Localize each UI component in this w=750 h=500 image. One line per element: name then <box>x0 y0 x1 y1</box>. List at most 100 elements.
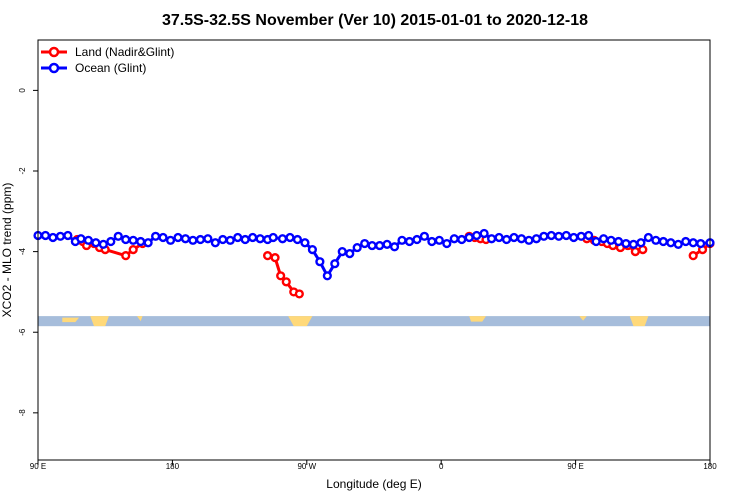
data-point <box>270 253 280 263</box>
data-point <box>524 235 534 245</box>
data-point <box>487 234 497 244</box>
data-point <box>121 234 131 245</box>
data-point <box>501 234 512 245</box>
x-axis-label: Longitude (deg E) <box>326 477 421 491</box>
data-point <box>666 238 676 248</box>
map-land <box>62 317 80 323</box>
data-point <box>546 230 556 241</box>
x-axis: 90 E 180 90 W 0 90 E 180 <box>30 460 717 471</box>
data-point <box>292 234 303 245</box>
data-point <box>345 249 355 259</box>
data-point <box>143 238 153 248</box>
data-point <box>427 236 437 247</box>
data-point <box>561 230 571 241</box>
data-point <box>55 231 66 241</box>
data-point <box>539 231 549 241</box>
data-point <box>352 242 362 253</box>
data-point <box>651 235 661 245</box>
map-strip <box>38 316 710 327</box>
data-point <box>673 239 683 249</box>
data-point <box>248 232 258 243</box>
data-point <box>494 232 504 243</box>
data-point <box>630 247 640 257</box>
data-point <box>165 235 176 245</box>
y-tick-label: -6 <box>18 328 27 336</box>
data-point <box>128 244 138 255</box>
data-point <box>457 234 467 245</box>
legend: Land (Nadir&Glint) Ocean (Glint) <box>41 45 174 75</box>
data-point <box>613 236 624 247</box>
data-point <box>48 232 58 243</box>
data-point <box>531 234 542 244</box>
legend-label-ocean: Ocean (Glint) <box>75 61 146 75</box>
y-axis-label: XCO2 - MLO trend (ppm) <box>0 183 14 318</box>
data-point <box>195 234 206 245</box>
data-point <box>203 234 213 244</box>
data-point <box>307 244 318 255</box>
data-point <box>63 230 73 241</box>
y-tick-label: -8 <box>18 409 27 417</box>
data-point <box>554 231 564 241</box>
data-point <box>188 235 198 245</box>
data-point <box>91 238 101 248</box>
data-point <box>389 242 400 252</box>
series-layer <box>33 228 715 299</box>
y-tick-label: 0 <box>18 88 27 93</box>
data-point <box>113 231 123 241</box>
data-point <box>382 239 392 249</box>
data-point <box>277 234 288 244</box>
data-point <box>276 271 286 281</box>
data-point <box>268 232 278 243</box>
data-point <box>210 238 220 248</box>
data-point <box>367 240 377 251</box>
x-tick-label: 180 <box>166 462 180 471</box>
data-point <box>281 277 291 287</box>
data-point <box>255 234 265 244</box>
data-point <box>375 240 385 251</box>
data-point <box>180 234 191 244</box>
data-point <box>225 235 235 245</box>
data-point <box>636 238 646 248</box>
data-point <box>300 238 310 248</box>
x-tick-label: 180 <box>703 462 717 471</box>
data-point <box>643 232 654 243</box>
data-point <box>434 235 444 245</box>
data-point <box>584 230 594 241</box>
data-point <box>628 239 639 249</box>
data-point <box>128 235 138 245</box>
data-point <box>233 232 243 243</box>
data-point <box>479 228 489 239</box>
data-point <box>360 238 370 249</box>
data-point <box>240 234 250 245</box>
data-point <box>98 239 108 249</box>
plot-frame <box>37 39 711 461</box>
data-point <box>337 247 347 257</box>
data-point <box>136 236 146 247</box>
x-tick-label: 90 E <box>567 462 583 471</box>
data-point <box>106 236 116 247</box>
map-land <box>90 316 109 327</box>
data-point <box>294 289 304 299</box>
y-tick-label: -2 <box>18 167 27 175</box>
data-point <box>576 231 586 241</box>
data-point <box>397 235 407 245</box>
data-point <box>516 234 527 244</box>
map-land <box>136 316 143 322</box>
y-tick-label: -4 <box>18 248 27 256</box>
data-point <box>40 230 51 241</box>
data-point <box>404 236 415 247</box>
data-point <box>173 232 183 243</box>
data-point <box>598 234 609 244</box>
map-ocean <box>38 316 710 327</box>
x-tick-label: 0 <box>439 462 444 471</box>
data-point <box>509 232 519 243</box>
chart-title: 37.5S-32.5S November (Ver 10) 2015-01-01… <box>162 12 588 29</box>
data-point <box>688 238 698 248</box>
data-point <box>330 259 340 269</box>
data-point <box>472 230 482 241</box>
data-point <box>412 234 422 245</box>
data-point <box>681 236 691 247</box>
data-point <box>658 236 668 247</box>
x-tick-label: 90 W <box>297 462 316 471</box>
